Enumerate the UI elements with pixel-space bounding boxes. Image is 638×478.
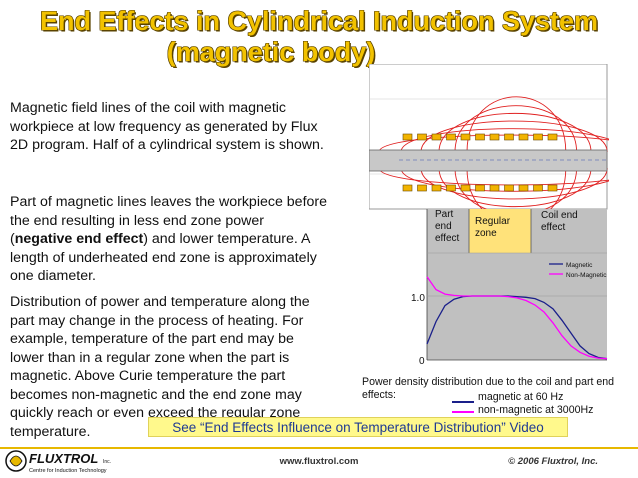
video-link-banner[interactable]: See “End Effects Influence on Temperatur… (148, 417, 568, 437)
footer-url[interactable]: www.fluxtrol.com (279, 456, 359, 467)
coil-turn-coil-top-0 (402, 133, 413, 141)
workpiece (369, 149, 608, 172)
nonmagnetic-curve (426, 276, 608, 360)
regular-zone-label: Regular zone (475, 216, 513, 239)
coil-end-zone-label: Coil end effect (541, 210, 580, 233)
coil-turn-coil-bottom-5 (475, 184, 485, 192)
negative-end-effect-term: negative end effect (14, 231, 144, 247)
part-end-zone-label: Part end effect (435, 209, 459, 244)
coil-turn-coil-top-5 (475, 133, 485, 141)
coil-turns-bottom (402, 184, 558, 192)
coil-turn-coil-bottom-3 (446, 184, 456, 192)
y-tick-0: 0 (419, 356, 425, 367)
logo-wordmark: FLUXTROL (29, 451, 98, 466)
power-density-plot: Part end effect Regular zone Coil end ef… (411, 209, 607, 367)
paragraph-field-lines: Magnetic field lines of the coil with ma… (10, 100, 324, 153)
coil-turn-coil-top-10 (547, 133, 558, 141)
logo-tagline: Centre for Induction Technology (29, 468, 107, 474)
field-line-plot (369, 64, 609, 224)
legend-magnetic-label: Magnetic (566, 262, 593, 269)
footer-copyright: © 2006 Fluxtrol, Inc. (508, 456, 598, 467)
caption-text: Power density distribution due to the co… (362, 376, 615, 401)
footer-divider (0, 447, 638, 449)
coil-turn-coil-top-9 (533, 133, 543, 141)
coil-turn-coil-top-2 (431, 133, 442, 141)
coil-turn-coil-bottom-7 (504, 184, 514, 192)
coil-turn-coil-top-4 (460, 133, 471, 141)
field-line-top-2 (438, 112, 592, 153)
paragraph-end-effect-end: ) and lower temperature. A length of und… (10, 231, 317, 284)
coil-turn-coil-bottom-10 (547, 184, 558, 192)
end-effect-figure: Part end effect Regular zone Coil end ef… (369, 64, 609, 367)
caption-magnetic-swatch (452, 401, 474, 403)
slide-title: End Effects in Cylindrical Induction Sys… (0, 6, 638, 68)
title-line-1: End Effects in Cylindrical Induction Sys… (39, 6, 599, 36)
logo-inc: Inc. (103, 459, 111, 465)
coil-turn-coil-bottom-6 (489, 184, 500, 192)
caption-magnetic-label: magnetic at 60 Hz (478, 391, 564, 403)
paragraph-end-effect-start: Part of magnetic lines leaves the workpi… (10, 194, 328, 247)
coil-turns-top (402, 133, 558, 141)
chart-legend: Magnetic Non-Magnetic (549, 262, 607, 279)
legend-nonmagnetic-label: Non-Magnetic (566, 272, 607, 279)
magnetic-curve (426, 295, 608, 360)
field-line-bottom-2 (438, 167, 592, 208)
field-line-top-0 (466, 96, 567, 153)
coil-turn-coil-top-1 (417, 133, 427, 141)
y-tick-1: 1.0 (411, 293, 425, 304)
coil-turn-coil-bottom-0 (402, 184, 413, 192)
coil-turn-coil-bottom-8 (518, 184, 529, 192)
figure-caption: Power density distribution due to the co… (362, 376, 638, 402)
coil-turn-coil-bottom-4 (460, 184, 471, 192)
caption-nonmagnetic-label: non-magnetic at 3000Hz (478, 404, 594, 416)
field-line-top-4 (400, 128, 609, 153)
title-line-2: (magnetic body) (166, 37, 376, 67)
fluxtrol-logo: FLUXTROL Inc. Centre for Induction Techn… (5, 450, 111, 474)
coil-turn-coil-bottom-2 (431, 184, 442, 192)
coil-turn-coil-bottom-1 (417, 184, 427, 192)
coil-turn-coil-top-8 (518, 133, 529, 141)
coil-turn-coil-top-7 (504, 133, 514, 141)
paragraph-end-effect: Part of magnetic lines leaves the workpi… (10, 193, 330, 286)
paragraph-distribution: Distribution of power and temperature al… (10, 294, 310, 440)
coil-turn-coil-top-3 (446, 133, 456, 141)
regular-zone-band (469, 209, 531, 253)
caption-nonmagnetic-swatch (452, 411, 474, 413)
coil-turn-coil-top-6 (489, 133, 500, 141)
coil-turn-coil-bottom-9 (533, 184, 543, 192)
